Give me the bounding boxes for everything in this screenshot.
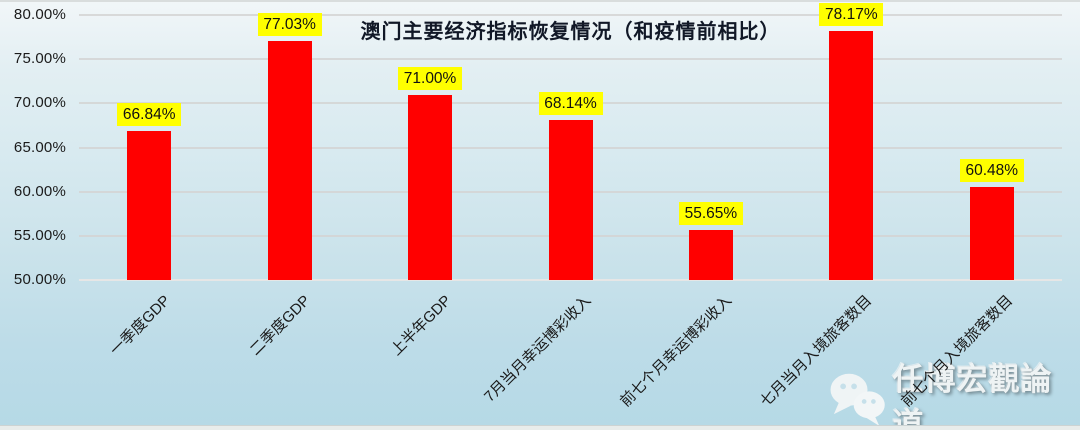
y-axis-tick-label: 70.00% [13,94,66,112]
x-axis-label-1: 一季度GDP [106,292,174,359]
bar-1 [127,131,172,280]
bar-5 [688,230,733,280]
x-axis-label-5: 前七个月幸运博彩收入 [616,292,736,411]
value-label-7: 60.48% [959,159,1024,183]
value-label-4: 68.14% [538,91,603,115]
value-label-6: 78.17% [819,3,884,27]
y-axis-tick-label: 60.00% [13,182,66,200]
bar-2 [267,41,312,280]
gridline-50 [79,279,1062,281]
value-label-3: 71.00% [398,66,463,90]
value-label-2: 77.03% [257,13,322,37]
bar-4 [548,119,593,280]
x-axis-label-6: 七月当月入境旅客数目 [757,292,876,411]
y-axis-tick-label: 65.00% [13,138,66,156]
value-label-1: 66.84% [117,103,182,127]
bar-3 [408,94,453,280]
bottom-edge [0,425,1080,430]
gridline-75 [79,58,1062,61]
y-axis-tick-label: 75.00% [13,50,66,68]
x-axis-label-3: 上半年GDP [387,292,455,359]
value-label-5: 55.65% [678,202,743,226]
y-axis-tick-label: 50.00% [13,271,66,288]
bar-7 [969,187,1014,280]
x-axis-label-4: 7月当月幸运博彩收入 [481,292,595,406]
wechat-icon [830,373,885,426]
x-axis-label-7: 前七个月入境旅客数目 [897,292,1016,411]
chart-title: 澳门主要经济指标恢复情况（和疫情前相比） [360,21,781,43]
x-axis-label-2: 二季度GDP [246,292,314,359]
gridline-80 [79,14,1062,16]
y-axis-tick-label: 55.00% [13,226,66,244]
bar-6 [829,31,874,280]
y-axis-tick-label: 80.00% [13,6,66,23]
